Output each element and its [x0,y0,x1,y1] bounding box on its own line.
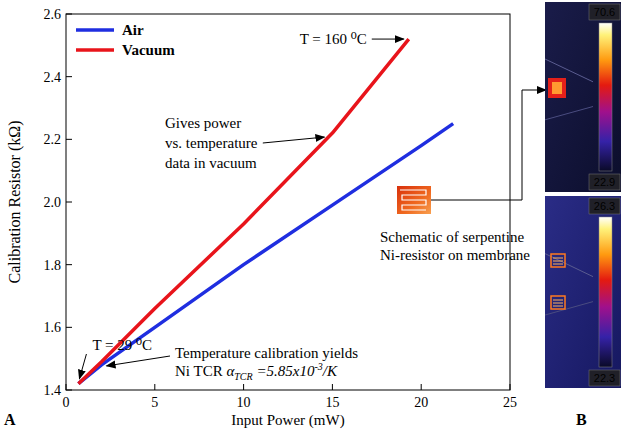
label-box [589,174,620,190]
thermal-image: 70.6 22.9 [545,2,621,192]
warm-resistor [551,254,565,267]
annotation: T = 29 ⁰C [92,337,152,353]
figure: 0 5 10 15 20 25 1.4 1.6 1.8 2.0 2.2 2.4 2.6 Input Pow… [0,0,625,432]
warm-resistor-lines [553,300,563,306]
thermal-background [545,196,621,388]
legend-label: Air [122,22,144,38]
annotation: data in vacuum [165,155,257,171]
legend-label: Vacuum [122,42,175,58]
y-tick-label: 2.4 [44,70,62,85]
annotation-arrow [79,354,86,379]
x-tick-label: 10 [237,395,251,410]
plot-frame [66,14,510,390]
hot-spot-core [552,82,562,94]
x-tick [332,384,333,390]
y-tick [66,202,72,203]
annotation-arrow [263,137,325,143]
annotation-part: TCR [234,371,252,382]
annotation: Gives power [165,115,241,131]
thermal-image: 26.3 22.3 [545,196,621,388]
warm-resistor [551,296,565,309]
warm-resistor-lines [553,258,563,264]
schematic-serpentine [400,190,426,210]
y-tick [66,14,72,15]
annotation-part: /K [322,363,338,379]
colorbar [599,217,612,367]
colorbar-min: 22.9 [594,176,615,188]
panel-label: B [576,411,587,428]
annotation-part: -3 [314,361,322,372]
connector [431,90,522,200]
label-box [589,4,620,20]
annotation: vs. temperature [165,135,258,151]
colorbar [599,23,612,171]
legend-swatch [76,48,114,52]
x-tick-label: 15 [325,395,339,410]
label-box [589,198,620,214]
y-tick-label: 1.6 [44,320,62,335]
y-tick [66,139,72,140]
x-tick [66,384,67,390]
y-tick-label: 1.8 [44,258,62,273]
thermal-background [545,2,621,192]
y-tick-label: 2.0 [44,195,62,210]
hot-spot [548,78,566,98]
annotation: Schematic of serpentine [380,229,524,245]
x-axis-title: Input Power (mW) [231,412,344,429]
legend: Air Vacuum [76,22,175,58]
y-axis-title: Calibration Resistor (kΩ) [6,121,24,284]
annotation-arrow [107,356,170,366]
x-tick [421,384,422,390]
thermal-edge [545,107,593,120]
annotation: Temperature calibration yields [175,345,358,361]
y-tick [66,390,72,391]
x-tick-label: 25 [503,395,517,410]
schematic-membrane [397,186,431,214]
label-box [589,370,620,386]
y-tick-label: 1.4 [44,383,62,398]
series-line [78,39,408,384]
annotation: T = 160 ⁰C [300,31,367,47]
annotation: Ni TCR αTCR =5.85x10-3/K [175,361,338,382]
y-tick [66,76,72,77]
colorbar-max: 26.3 [594,200,615,212]
annotation-part: Ni TCR [175,363,226,379]
panel-label: A [4,411,16,428]
x-tick [243,384,244,390]
annotation: Ni-resistor on membrane [380,247,530,263]
x-tick-label: 5 [151,395,158,410]
thermal-edge [545,254,593,277]
colorbar-max: 70.6 [594,6,615,18]
y-tick-label: 2.6 [44,7,62,22]
x-tick-label: 0 [63,395,70,410]
annotation-part: =5.85x10 [253,363,315,379]
y-tick [66,264,72,265]
y-tick-label: 2.2 [44,132,62,147]
x-tick [510,384,511,390]
plot-marks [78,39,453,384]
colorbar-min: 22.3 [594,372,615,384]
legend-swatch [76,28,114,32]
x-tick [154,384,155,390]
y-tick [66,327,72,328]
annotation-arrow [522,90,546,91]
annotation-arrow [372,39,404,40]
x-tick-label: 20 [414,395,428,410]
